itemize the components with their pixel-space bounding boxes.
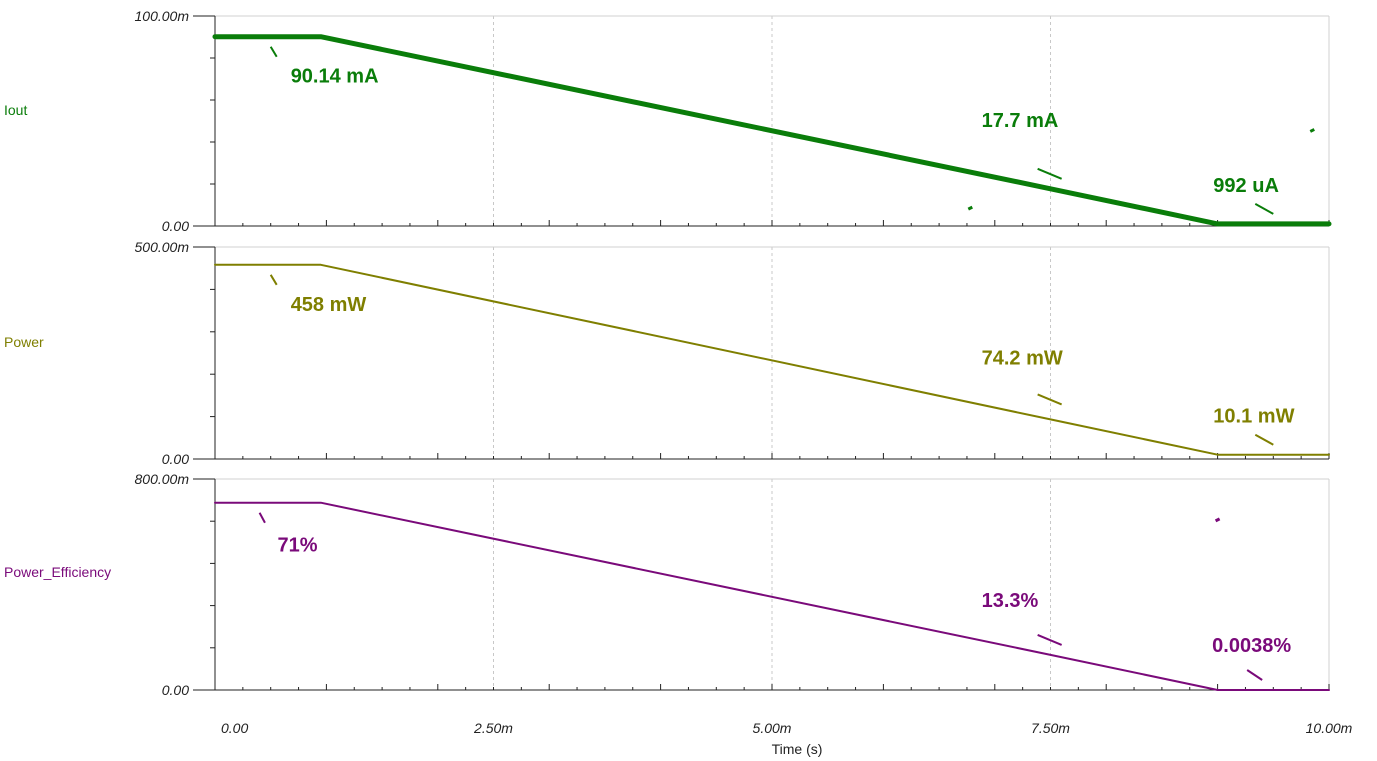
y-tick-label: 100.00m [135, 8, 190, 24]
annotation-label: 10.1 mW [1213, 406, 1294, 428]
stray-mark [1214, 517, 1221, 523]
annotation-label: 458 mW [291, 294, 367, 316]
annotation-leader [1037, 167, 1063, 180]
series-line [214, 501, 1330, 691]
y-tick-label: 800.00m [135, 471, 190, 487]
x-tick-label: 10.00m [1306, 720, 1353, 736]
annotation-label: 13.3% [982, 590, 1039, 612]
annotation-label: 74.2 mW [982, 347, 1063, 369]
annotation-leader [1037, 633, 1063, 646]
annotation-label: 71% [278, 535, 318, 557]
series-label: Power_Efficiency [4, 564, 111, 580]
series-line [214, 263, 1330, 456]
y-tick-label: 0.00 [162, 218, 189, 234]
annotation-label: 90.14 mA [291, 66, 379, 88]
annotation-leader [1254, 203, 1274, 215]
annotation-label: 0.0038% [1212, 635, 1291, 657]
stray-mark [967, 205, 973, 211]
annotation-leader [269, 46, 278, 58]
x-tick-label: 2.50m [473, 720, 513, 736]
annotation-label: 992 uA [1213, 175, 1279, 197]
annotation-label: 17.7 mA [982, 110, 1059, 132]
annotation-leader [1246, 669, 1263, 681]
x-axis-title: Time (s) [772, 741, 823, 757]
y-tick-label: 0.00 [162, 682, 189, 698]
series-label: Power [4, 334, 44, 350]
x-tick-label: 0.00 [221, 720, 248, 736]
annotation-leader [1254, 433, 1274, 446]
annotation-leader [269, 274, 278, 286]
x-tick-label: 5.00m [753, 720, 792, 736]
y-tick-label: 500.00m [135, 239, 190, 255]
annotation-leader [258, 512, 266, 524]
series-line [212, 34, 1332, 227]
series-label: Iout [4, 102, 27, 118]
annotation-leader [1037, 393, 1063, 406]
stray-mark [1309, 128, 1315, 133]
y-tick-label: 0.00 [162, 451, 189, 467]
x-tick-label: 7.50m [1031, 720, 1070, 736]
